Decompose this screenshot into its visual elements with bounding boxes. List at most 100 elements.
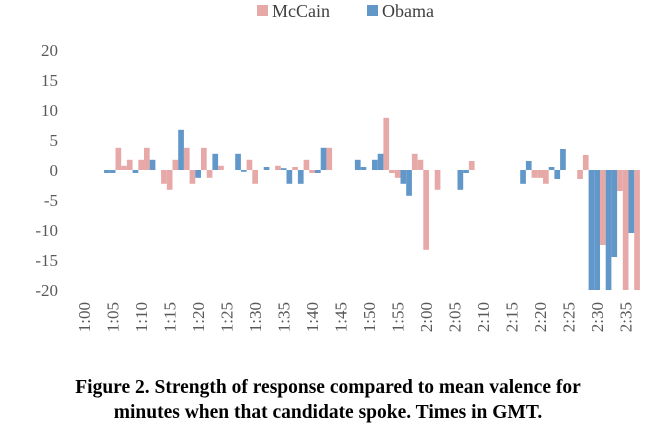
bar-obama bbox=[588, 170, 595, 290]
bar-obama bbox=[212, 153, 219, 170]
bar-obama bbox=[240, 170, 247, 172]
bar-obama bbox=[320, 147, 327, 170]
bar-mccain bbox=[309, 170, 315, 173]
x-tick-label: 2:05 bbox=[446, 302, 465, 332]
bar-mccain bbox=[189, 170, 196, 184]
bar-mccain bbox=[144, 147, 150, 170]
bar-obama bbox=[520, 170, 526, 184]
bar-mccain bbox=[292, 167, 298, 170]
x-tick-label: 1:40 bbox=[303, 302, 322, 332]
y-tick-label: -15 bbox=[35, 251, 58, 270]
x-tick-label: 2:00 bbox=[417, 302, 436, 332]
bar-obama bbox=[594, 170, 600, 290]
bar-obama bbox=[109, 170, 116, 173]
bar-mccain bbox=[389, 170, 395, 173]
bar-mccain bbox=[468, 161, 475, 170]
bar-obama bbox=[457, 170, 464, 190]
bar-obama bbox=[149, 159, 156, 170]
x-tick-label: 1:05 bbox=[104, 302, 123, 332]
bar-obama bbox=[372, 159, 378, 170]
bar-mccain bbox=[218, 165, 224, 170]
bar-mccain bbox=[303, 159, 310, 170]
x-tick-label: 2:25 bbox=[560, 302, 579, 332]
x-tick-label: 1:30 bbox=[246, 302, 265, 332]
x-tick-label: 1:50 bbox=[360, 302, 379, 332]
bar-mccain bbox=[246, 159, 253, 170]
x-tick-label: 2:30 bbox=[588, 302, 607, 332]
x-tick-label: 1:10 bbox=[132, 302, 151, 332]
y-tick-label: -20 bbox=[35, 281, 58, 300]
legend-swatch-mccain bbox=[257, 5, 268, 16]
y-tick-label: -10 bbox=[35, 221, 58, 240]
bar-obama bbox=[406, 170, 412, 196]
bar-mccain bbox=[577, 170, 583, 179]
bar-mccain bbox=[126, 159, 133, 170]
bar-obama bbox=[525, 161, 532, 170]
bar-obama bbox=[400, 170, 407, 184]
y-tick-label: -5 bbox=[44, 191, 58, 210]
bar-obama bbox=[548, 167, 555, 170]
bar-mccain bbox=[121, 165, 127, 170]
bar-obama bbox=[354, 159, 361, 170]
x-tick-label: 2:20 bbox=[531, 302, 550, 332]
bar-obama bbox=[315, 170, 321, 173]
bar-mccain bbox=[617, 170, 623, 191]
bar-obama bbox=[628, 170, 635, 233]
bar-mccain bbox=[543, 170, 549, 184]
legend-swatch-obama bbox=[367, 5, 378, 16]
bar-obama bbox=[280, 168, 287, 170]
bar-obama bbox=[605, 170, 612, 290]
bar-mccain bbox=[275, 165, 281, 170]
bar-chart: 20 15 10 5 0 -5 -10 -15 -20 1:00 1:05 1:10 1:15 1:20 1… bbox=[35, 1, 640, 332]
bar-obama bbox=[263, 167, 270, 170]
y-tick-label: 0 bbox=[50, 161, 59, 180]
x-tick-label: 2:35 bbox=[617, 302, 636, 332]
bar-mccain bbox=[183, 147, 190, 170]
bar-obama bbox=[611, 170, 618, 257]
x-tick-label: 1:15 bbox=[161, 302, 180, 332]
bar-mccain bbox=[434, 170, 441, 190]
bar-obama bbox=[132, 170, 139, 173]
x-tick-label: 2:10 bbox=[474, 302, 493, 332]
bar-obama bbox=[178, 129, 184, 170]
y-tick-label: 5 bbox=[50, 131, 59, 150]
bar-mccain bbox=[634, 170, 640, 290]
bar-mccain bbox=[411, 153, 418, 170]
x-tick-label: 1:00 bbox=[75, 302, 94, 332]
bar-mccain bbox=[537, 170, 543, 178]
x-tick-label: 1:20 bbox=[189, 302, 208, 332]
bar-obama bbox=[463, 170, 469, 173]
x-tick-label: 2:15 bbox=[503, 302, 522, 332]
y-tick-label: 20 bbox=[41, 41, 58, 60]
bar-obama bbox=[377, 153, 384, 170]
y-tick-label: 15 bbox=[41, 71, 58, 90]
x-tick-label: 1:45 bbox=[332, 302, 351, 332]
bar-obama bbox=[554, 170, 561, 179]
bar-mccain bbox=[417, 159, 424, 170]
bar-mccain bbox=[423, 170, 429, 250]
bar-mccain bbox=[166, 170, 173, 190]
bar-mccain bbox=[138, 159, 144, 170]
x-tick-label: 1:25 bbox=[218, 302, 237, 332]
legend-label-obama: Obama bbox=[382, 1, 434, 21]
x-tick-label: 1:55 bbox=[389, 302, 408, 332]
bar-mccain bbox=[394, 170, 401, 178]
bar-mccain bbox=[172, 159, 179, 170]
x-tick-label: 1:35 bbox=[275, 302, 294, 332]
bar-mccain bbox=[326, 147, 333, 170]
bar-mccain bbox=[115, 147, 122, 170]
y-tick-label: 10 bbox=[41, 101, 58, 120]
bar-mccain bbox=[252, 170, 258, 184]
bar-obama bbox=[195, 170, 201, 178]
legend-label-mccain: McCain bbox=[272, 1, 330, 21]
bar-mccain bbox=[201, 147, 207, 170]
bar-mccain bbox=[622, 170, 629, 290]
bar-obama bbox=[286, 170, 293, 184]
bar-obama bbox=[104, 170, 110, 173]
bar-obama bbox=[360, 167, 367, 170]
bar-mccain bbox=[600, 170, 606, 245]
bar-mccain bbox=[206, 170, 213, 178]
bar-obama bbox=[560, 149, 566, 170]
bar-obama bbox=[235, 153, 241, 170]
